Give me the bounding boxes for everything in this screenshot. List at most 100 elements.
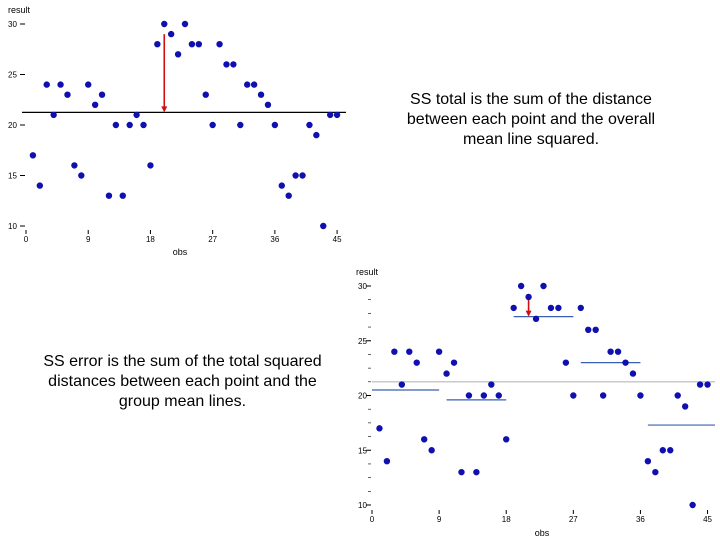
x-tick-label: 27 [569, 515, 578, 524]
y-tick-label: 20 [358, 392, 367, 401]
x-tick-label: 27 [208, 235, 217, 244]
x-tick-label: 0 [370, 515, 375, 524]
data-point [532, 315, 540, 323]
y-axis-label: result [8, 5, 31, 15]
y-tick-label: 25 [8, 71, 17, 80]
data-point [420, 436, 428, 443]
data-point [383, 458, 391, 465]
data-point [652, 468, 659, 476]
distance-arrow-head [525, 310, 532, 317]
data-point [562, 359, 570, 366]
data-point [607, 348, 614, 355]
data-point [570, 392, 577, 399]
data-point [147, 162, 154, 169]
data-point [285, 192, 292, 199]
data-point [257, 91, 265, 98]
data-point [244, 81, 251, 88]
x-tick-label: 0 [24, 235, 29, 244]
data-point [391, 348, 398, 355]
data-point [622, 359, 629, 366]
data-point [133, 111, 140, 119]
data-point [510, 304, 517, 312]
data-point [29, 152, 37, 159]
data-point [264, 101, 272, 108]
data-point [181, 20, 189, 28]
data-point [488, 381, 495, 388]
data-point [525, 293, 532, 301]
data-point [91, 101, 99, 108]
y-tick-label: 30 [8, 20, 17, 29]
data-point [105, 192, 113, 199]
data-point [480, 392, 488, 399]
data-point [637, 392, 644, 399]
data-point [614, 348, 622, 355]
data-point [599, 392, 607, 399]
x-tick-label: 36 [636, 515, 645, 524]
x-tick-label: 18 [502, 515, 511, 524]
data-point [174, 51, 182, 58]
data-point [230, 61, 237, 68]
data-point [704, 381, 711, 388]
x-tick-label: 18 [146, 235, 155, 244]
data-point [659, 447, 667, 454]
data-point [119, 192, 126, 199]
y-tick-label: 10 [358, 501, 367, 510]
ss-total-note: SS total is the sum of the distance betw… [406, 91, 656, 148]
data-point [43, 81, 50, 88]
data-point [547, 304, 555, 312]
data-point [517, 282, 525, 290]
data-point [465, 392, 473, 399]
data-point [443, 370, 450, 377]
data-point [237, 121, 244, 129]
x-axis-label: obs [535, 528, 550, 538]
y-tick-label: 25 [358, 337, 367, 346]
data-point [577, 304, 584, 312]
data-point [167, 30, 175, 38]
data-point [299, 172, 306, 179]
data-point [202, 91, 209, 98]
x-tick-label: 45 [333, 235, 342, 244]
data-point [57, 81, 64, 88]
data-point [36, 182, 44, 189]
data-point [540, 282, 547, 290]
data-point [450, 359, 458, 366]
data-point [592, 326, 599, 333]
data-point [188, 41, 196, 48]
data-point [71, 162, 78, 169]
y-tick-label: 20 [8, 121, 17, 130]
data-point [306, 121, 313, 129]
x-tick-label: 45 [703, 515, 712, 524]
data-point [495, 392, 502, 399]
data-point [406, 348, 413, 355]
data-point [555, 304, 562, 312]
data-point [161, 20, 168, 28]
data-point [428, 447, 435, 454]
data-point [195, 41, 203, 48]
data-point [413, 359, 420, 366]
y-tick-label: 10 [8, 222, 17, 231]
data-point [585, 326, 592, 333]
x-tick-label: 9 [86, 235, 91, 244]
data-point [674, 392, 681, 399]
bottom-chart: 10 15 20 25 30 0 9 18 27 36 45 result obs [356, 267, 715, 538]
data-point [689, 501, 696, 509]
data-point [98, 91, 106, 98]
y-tick-label: 30 [358, 282, 367, 291]
data-point [292, 172, 299, 179]
data-point [376, 425, 383, 432]
data-point [696, 381, 704, 388]
ss-error-note: SS error is the sum of the total squared… [43, 353, 322, 410]
data-point [681, 403, 689, 410]
data-point [209, 121, 216, 129]
y-tick-label: 15 [8, 172, 17, 181]
x-tick-label: 9 [437, 515, 442, 524]
data-point [216, 41, 223, 48]
data-point [278, 182, 285, 189]
data-point [629, 370, 637, 377]
data-point [320, 222, 327, 230]
data-point [458, 468, 465, 476]
data-point [78, 172, 85, 179]
x-axis-label: obs [173, 247, 188, 257]
data-point [473, 468, 480, 476]
